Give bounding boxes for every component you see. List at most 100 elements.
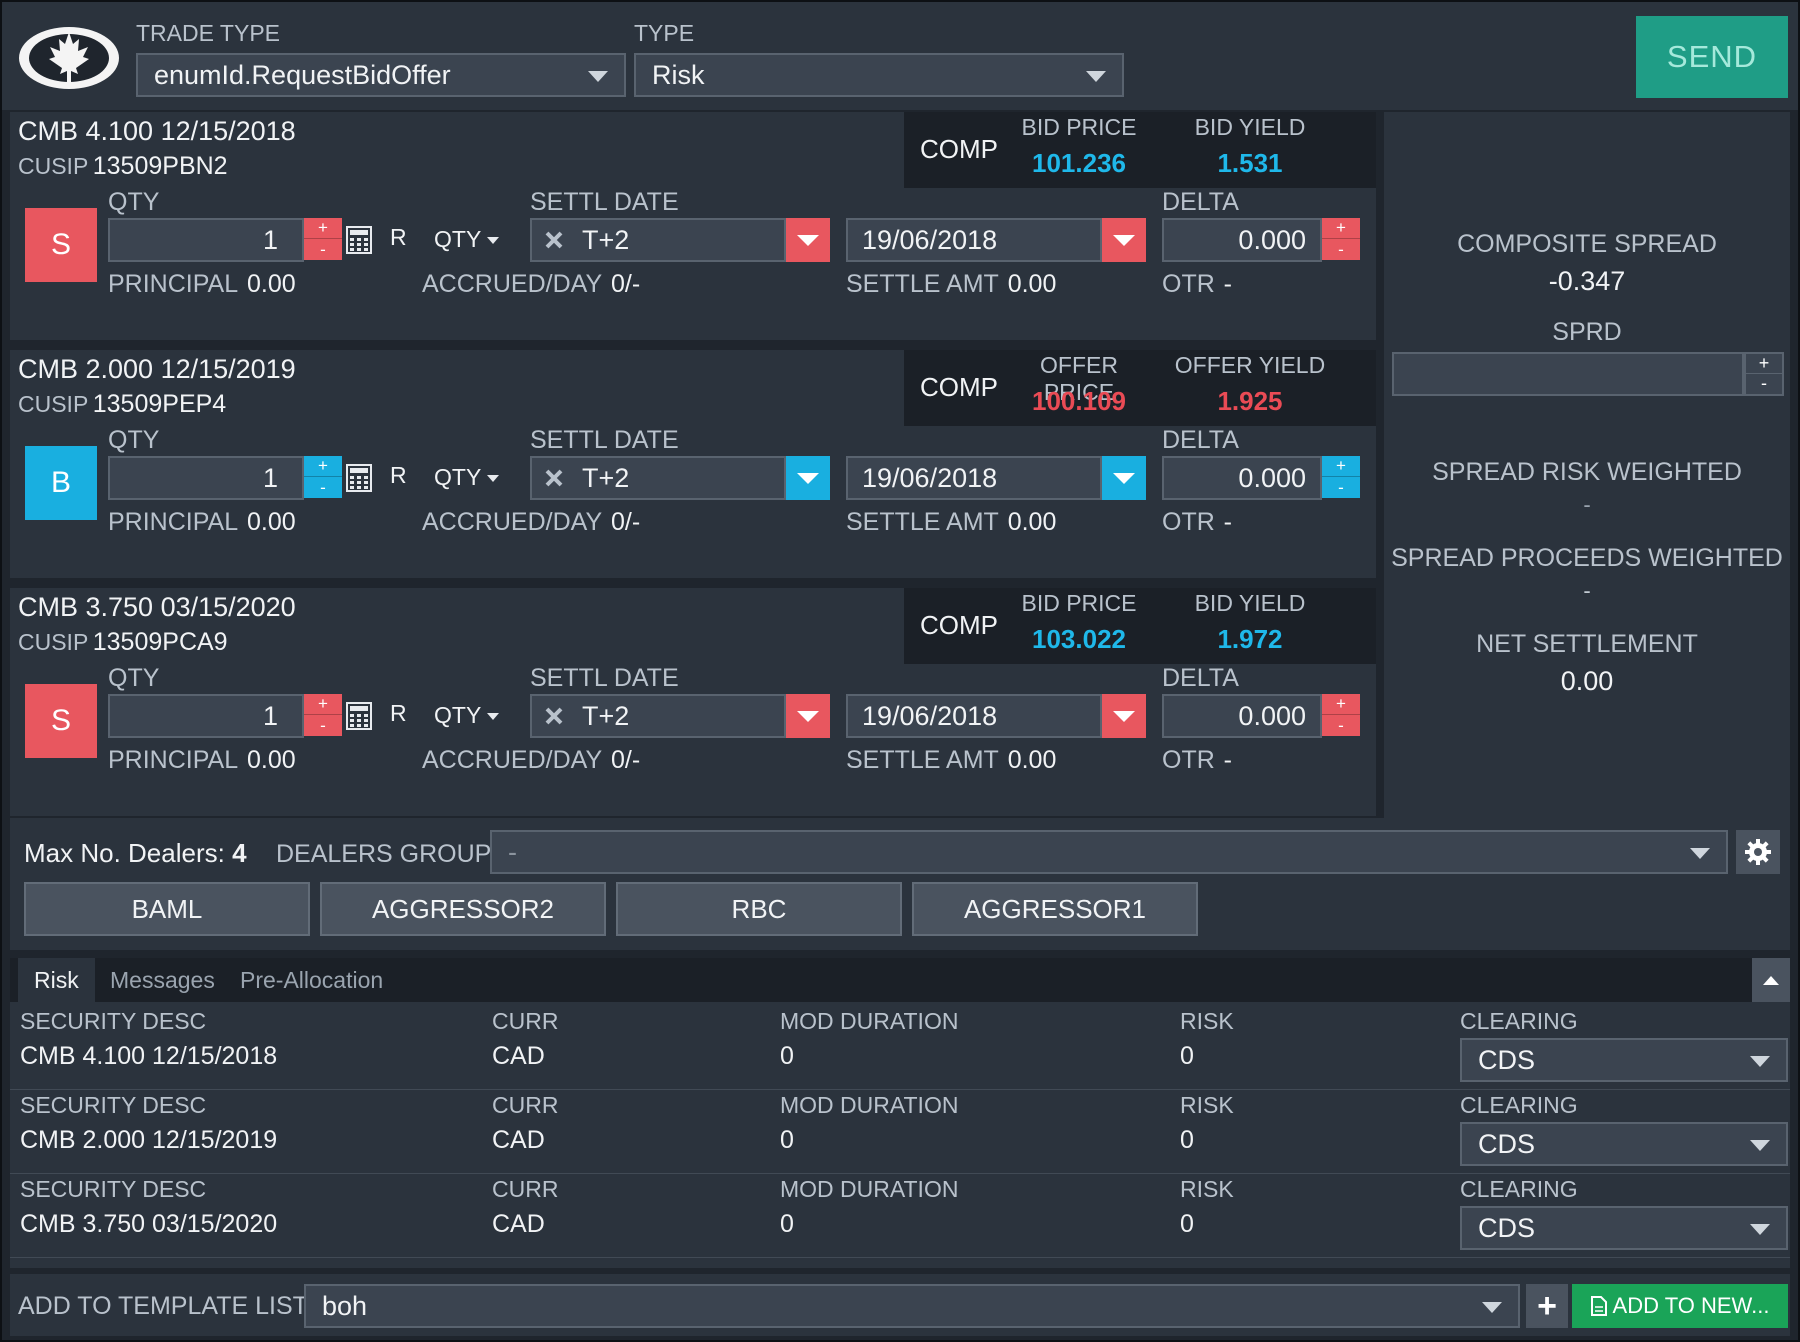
sprd-stepper[interactable]: + -: [1744, 352, 1784, 396]
r-toggle[interactable]: R: [390, 700, 407, 726]
add-to-new-button[interactable]: ADD TO NEW...: [1572, 1284, 1788, 1328]
accrued-label: ACCRUED/DAY: [422, 508, 603, 536]
otr: OTR -: [1162, 270, 1232, 299]
spread-proceeds-value: -: [1583, 578, 1591, 603]
template-list-label: ADD TO TEMPLATE LIST: [18, 1292, 308, 1320]
clearing-header: CLEARING: [1460, 1176, 1578, 1202]
increment-icon[interactable]: +: [1322, 218, 1360, 239]
settle-date-input[interactable]: 19/06/2018: [846, 456, 1102, 500]
tab-messages[interactable]: Messages: [110, 967, 215, 993]
qty-mode-dropdown[interactable]: QTY: [434, 702, 500, 729]
chevron-down-icon[interactable]: [1102, 456, 1146, 500]
type-dropdown[interactable]: Risk: [634, 53, 1124, 97]
qty-mode-dropdown[interactable]: QTY: [434, 464, 500, 491]
dealer-button[interactable]: RBC: [616, 882, 902, 936]
collapse-button[interactable]: [1752, 958, 1790, 1002]
composite-quote: COMP OFFER PRICE 100.109 OFFER YIELD 1.925: [904, 350, 1376, 426]
delta-input[interactable]: 0.000: [1162, 694, 1322, 738]
tab-risk[interactable]: Risk: [18, 958, 95, 1002]
sprd-input[interactable]: [1392, 352, 1744, 396]
calculator-icon[interactable]: [346, 464, 372, 492]
settle-date-input[interactable]: 19/06/2018: [846, 218, 1102, 262]
increment-icon[interactable]: +: [304, 694, 342, 715]
dealer-button[interactable]: AGGRESSOR1: [912, 882, 1198, 936]
ticket-header: TRADE TYPE enumId.RequestBidOffer TYPE R…: [2, 2, 1798, 110]
clear-icon[interactable]: [544, 468, 564, 488]
delta-stepper[interactable]: + -: [1322, 456, 1360, 500]
delta-input[interactable]: 0.000: [1162, 218, 1322, 262]
comp-label: COMP: [920, 610, 998, 640]
increment-icon[interactable]: +: [304, 456, 342, 477]
max-dealers-label: Max No. Dealers:: [24, 838, 225, 868]
composite-quote: COMP BID PRICE 101.236 BID YIELD 1.531: [904, 112, 1376, 188]
add-to-new-label: ADD TO NEW...: [1612, 1293, 1770, 1318]
decrement-icon[interactable]: -: [1761, 373, 1767, 393]
clearing-dropdown[interactable]: CDS: [1460, 1206, 1788, 1250]
dealers-group-dropdown[interactable]: -: [490, 830, 1728, 874]
decrement-icon[interactable]: -: [304, 477, 342, 498]
increment-icon[interactable]: +: [304, 218, 342, 239]
calculator-icon[interactable]: [346, 226, 372, 254]
chevron-down-icon[interactable]: [786, 456, 830, 500]
qty-stepper[interactable]: + -: [304, 694, 342, 738]
decrement-icon[interactable]: -: [304, 239, 342, 260]
side-button[interactable]: B: [25, 446, 97, 520]
principal: PRINCIPAL 0.00: [108, 746, 296, 775]
qty-input[interactable]: 1: [108, 456, 304, 500]
chevron-down-icon[interactable]: [786, 218, 830, 262]
mod-duration-header: MOD DURATION: [780, 1176, 959, 1202]
settl-value: T+2: [582, 225, 630, 255]
side-button[interactable]: S: [25, 208, 97, 282]
increment-icon[interactable]: +: [1746, 354, 1782, 374]
security-desc-header: SECURITY DESC: [20, 1008, 207, 1034]
chevron-down-icon[interactable]: [1102, 694, 1146, 738]
price-value: 101.236: [1032, 148, 1126, 178]
dealer-button[interactable]: BAML: [24, 882, 310, 936]
delta-stepper[interactable]: + -: [1322, 694, 1360, 738]
delta-label: DELTA: [1162, 188, 1239, 216]
settle-date-input[interactable]: 19/06/2018: [846, 694, 1102, 738]
chevron-down-icon: [1690, 848, 1710, 859]
clearing-value: CDS: [1478, 1045, 1536, 1075]
decrement-icon[interactable]: -: [1322, 239, 1360, 260]
r-toggle[interactable]: R: [390, 462, 407, 488]
qty-input[interactable]: 1: [108, 218, 304, 262]
risk-cell: 0: [1180, 1126, 1194, 1154]
calculator-icon[interactable]: [346, 702, 372, 730]
qty-stepper[interactable]: + -: [304, 456, 342, 500]
delta-stepper[interactable]: + -: [1322, 218, 1360, 262]
increment-icon[interactable]: +: [1322, 456, 1360, 477]
qty-input[interactable]: 1: [108, 694, 304, 738]
send-button[interactable]: SEND: [1636, 16, 1788, 98]
increment-icon[interactable]: +: [1322, 694, 1360, 715]
settl-date-label: SETTL DATE: [530, 664, 679, 692]
clear-icon[interactable]: [544, 706, 564, 726]
clear-icon[interactable]: [544, 230, 564, 250]
settings-gear-button[interactable]: [1736, 830, 1780, 874]
trade-type-value: enumId.RequestBidOffer: [154, 60, 451, 90]
decrement-icon[interactable]: -: [1322, 477, 1360, 498]
decrement-icon[interactable]: -: [1322, 715, 1360, 736]
net-settlement-value: 0.00: [1560, 666, 1614, 696]
trade-type-dropdown[interactable]: enumId.RequestBidOffer: [136, 53, 626, 97]
chevron-down-icon[interactable]: [1102, 218, 1146, 262]
decrement-icon[interactable]: -: [304, 715, 342, 736]
r-toggle[interactable]: R: [390, 224, 407, 250]
clearing-dropdown[interactable]: CDS: [1460, 1122, 1788, 1166]
settl-date-select[interactable]: T+2: [530, 456, 786, 500]
tab-pre-allocation[interactable]: Pre-Allocation: [240, 967, 384, 993]
settl-date-select[interactable]: T+2: [530, 694, 786, 738]
dealer-button[interactable]: AGGRESSOR2: [320, 882, 606, 936]
chevron-down-icon[interactable]: [786, 694, 830, 738]
qty-stepper[interactable]: + -: [304, 218, 342, 262]
settl-date-label: SETTL DATE: [530, 426, 679, 454]
qty-mode-dropdown[interactable]: QTY: [434, 226, 500, 253]
template-list-dropdown[interactable]: boh: [304, 1284, 1520, 1328]
side-button[interactable]: S: [25, 684, 97, 758]
security-name: CMB 4.100 12/15/2018: [18, 116, 296, 146]
settl-date-select[interactable]: T+2: [530, 218, 786, 262]
cusip-value: 13509PBN2: [92, 152, 228, 180]
clearing-dropdown[interactable]: CDS: [1460, 1038, 1788, 1082]
add-template-button[interactable]: +: [1526, 1284, 1568, 1328]
delta-input[interactable]: 0.000: [1162, 456, 1322, 500]
